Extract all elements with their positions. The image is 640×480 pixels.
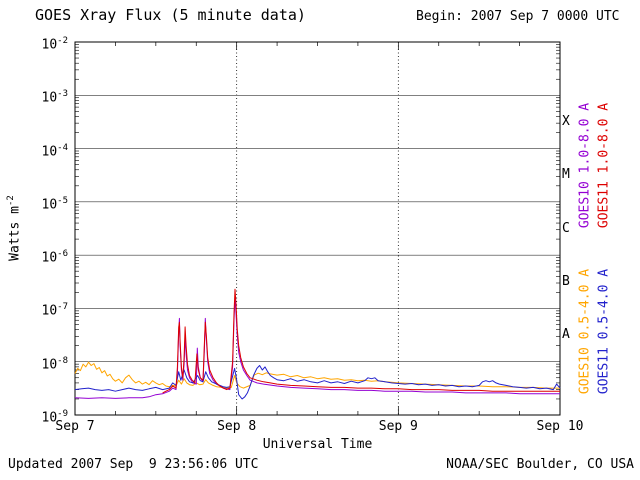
y-tick-label: 10-7: [41, 302, 69, 319]
legend-goes11-long-channel: GOES11 1.0-8.0 A: [596, 102, 612, 229]
flare-class-label-A: A: [562, 327, 570, 343]
x-tick-label: Sep 9: [378, 419, 418, 434]
x-tick-label: Sep 7: [55, 419, 95, 434]
flux-trace-2: [74, 365, 561, 400]
y-tick-label: 10-9: [41, 409, 69, 426]
y-tick-label: 10-2: [41, 36, 69, 53]
y-tick-label: 10-5: [41, 195, 69, 213]
y-axis-label-exponent: -2: [6, 195, 16, 207]
y-tick-label: 10-8: [41, 355, 69, 373]
begin-time-label: Begin: 2007 Sep 7 0000 UTC: [416, 9, 620, 24]
x-axis-label: Universal Time: [262, 437, 373, 452]
flare-class-label-X: X: [562, 113, 570, 129]
y-axis-label-base: Watts m: [7, 206, 23, 261]
plot-border: [74, 41, 561, 416]
chart-title: GOES Xray Flux (5 minute data): [35, 6, 306, 24]
legend-goes11-short-channel: GOES11 0.5-4.0 A: [596, 268, 612, 395]
legend-goes10-long-channel: GOES10 1.0-8.0 A: [577, 102, 593, 229]
y-axis-label: Watts m-2: [6, 178, 22, 278]
flare-class-label-C: C: [562, 220, 570, 236]
credit-label: NOAA/SEC Boulder, CO USA: [446, 457, 634, 472]
flare-class-label-M: M: [562, 167, 570, 183]
x-tick-label: Sep 10: [536, 419, 584, 434]
flux-trace-0: [74, 361, 560, 389]
y-tick-label: 10-6: [41, 249, 69, 266]
flux-trace-3: [162, 288, 560, 394]
y-tick-label: 10-3: [41, 89, 69, 106]
y-tick-label: 10-4: [41, 142, 69, 159]
updated-timestamp: Updated 2007 Sep 9 23:56:06 UTC: [8, 457, 259, 472]
flare-class-label-B: B: [562, 273, 570, 289]
legend-goes10-short-channel: GOES10 0.5-4.0 A: [577, 268, 593, 395]
x-tick-label: Sep 8: [217, 419, 257, 434]
